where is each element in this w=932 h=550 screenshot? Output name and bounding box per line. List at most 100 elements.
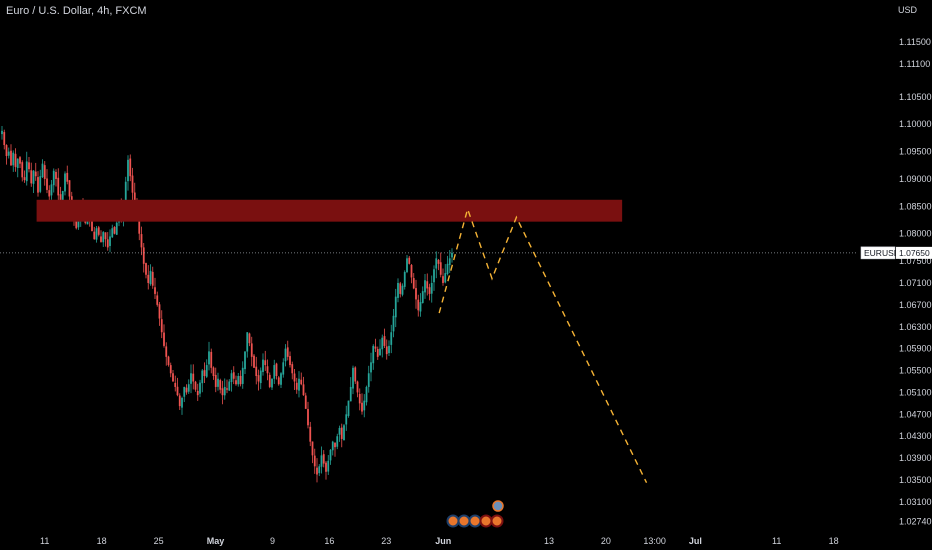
symbol-label: EURUSD	[864, 248, 900, 258]
candle	[347, 400, 350, 418]
price-tick: 1.11100	[899, 59, 930, 69]
time-tick: 11	[772, 536, 781, 546]
price-tick: 1.08500	[899, 201, 932, 211]
candle	[358, 388, 361, 411]
resistance-zone[interactable]	[36, 199, 623, 222]
candle	[223, 378, 226, 400]
candle	[34, 162, 37, 181]
price-tick: 1.08000	[899, 229, 932, 239]
price-tick: 1.05100	[899, 387, 932, 397]
candle	[52, 168, 55, 193]
candle	[1, 125, 3, 140]
event-icon[interactable]	[457, 514, 471, 528]
time-tick: 23	[381, 536, 391, 546]
candle	[203, 362, 206, 383]
candle	[12, 150, 15, 172]
candle	[102, 230, 105, 247]
candle	[43, 161, 46, 186]
price-tick: 1.04300	[899, 431, 932, 441]
candle	[115, 219, 118, 236]
time-tick: 20	[601, 536, 611, 546]
candle	[376, 346, 379, 360]
time-tick: 18	[97, 536, 107, 546]
candle	[23, 170, 26, 183]
time-tick: 11	[40, 536, 49, 546]
event-icon[interactable]	[479, 514, 493, 528]
candle	[109, 229, 111, 253]
candle	[210, 348, 213, 374]
candle	[167, 355, 170, 367]
candle	[417, 294, 420, 317]
candle	[147, 265, 150, 290]
candle	[257, 369, 260, 391]
time-tick: 9	[270, 536, 275, 546]
candle	[430, 275, 433, 303]
candle	[349, 377, 352, 402]
candle	[178, 393, 181, 410]
candle	[401, 283, 404, 297]
chart-title: Euro / U.S. Dollar, 4h, FXCM	[6, 5, 147, 17]
event-icon[interactable]	[492, 500, 504, 512]
candle	[68, 180, 71, 201]
candle	[374, 338, 377, 353]
candle	[318, 464, 321, 477]
candle	[264, 350, 267, 371]
candle	[187, 379, 190, 394]
candle	[140, 226, 143, 256]
candle	[379, 339, 381, 356]
candle	[185, 384, 188, 395]
candle	[66, 165, 69, 185]
candle	[390, 324, 393, 354]
candle	[212, 366, 215, 380]
candle	[354, 366, 357, 384]
candle	[190, 364, 192, 394]
candle	[37, 171, 39, 197]
candle	[48, 185, 51, 201]
candle	[165, 342, 168, 366]
candle	[363, 394, 366, 418]
candle	[435, 251, 438, 279]
candle	[444, 264, 447, 284]
time-tick: 18	[829, 536, 839, 546]
time-tick: 13	[544, 536, 554, 546]
projection-path[interactable]	[438, 206, 648, 484]
event-icon[interactable]	[490, 514, 504, 528]
candle	[361, 393, 363, 415]
candle	[388, 340, 390, 356]
candle	[403, 270, 406, 290]
candle	[199, 379, 201, 398]
candle	[345, 405, 348, 431]
event-icon[interactable]	[468, 514, 482, 528]
candle	[232, 366, 235, 385]
price-tick: 1.11500	[899, 37, 931, 47]
candle	[286, 340, 289, 361]
candle	[3, 129, 6, 150]
candle	[237, 372, 240, 387]
candle	[289, 351, 291, 368]
candle	[113, 226, 116, 235]
candle	[41, 159, 44, 179]
candle	[255, 356, 258, 385]
candle	[183, 386, 186, 403]
price-tick: 1.06700	[899, 300, 932, 310]
candle	[298, 371, 300, 398]
candle	[327, 455, 330, 475]
candle	[156, 291, 159, 307]
time-axis[interactable]: 11 18 25 May 9 16 23 Jun 13 20 13:00 Jul 11 18	[40, 536, 839, 546]
candle	[241, 361, 244, 389]
event-markers[interactable]	[446, 500, 504, 528]
candle	[428, 283, 431, 301]
candle	[367, 365, 370, 393]
price-axis[interactable]: 1.11500 1.11100 1.10500 1.10000 1.09500 1.090…	[899, 37, 932, 526]
candle	[408, 255, 411, 265]
price-tick: 1.09500	[899, 147, 932, 157]
candle	[64, 171, 66, 196]
candle	[142, 243, 145, 273]
candle	[325, 460, 327, 480]
candle	[419, 293, 422, 317]
price-tick: 1.03100	[899, 497, 932, 507]
event-icon[interactable]	[446, 514, 460, 528]
price-tick: 1.02740	[899, 517, 932, 527]
candle	[228, 379, 231, 392]
